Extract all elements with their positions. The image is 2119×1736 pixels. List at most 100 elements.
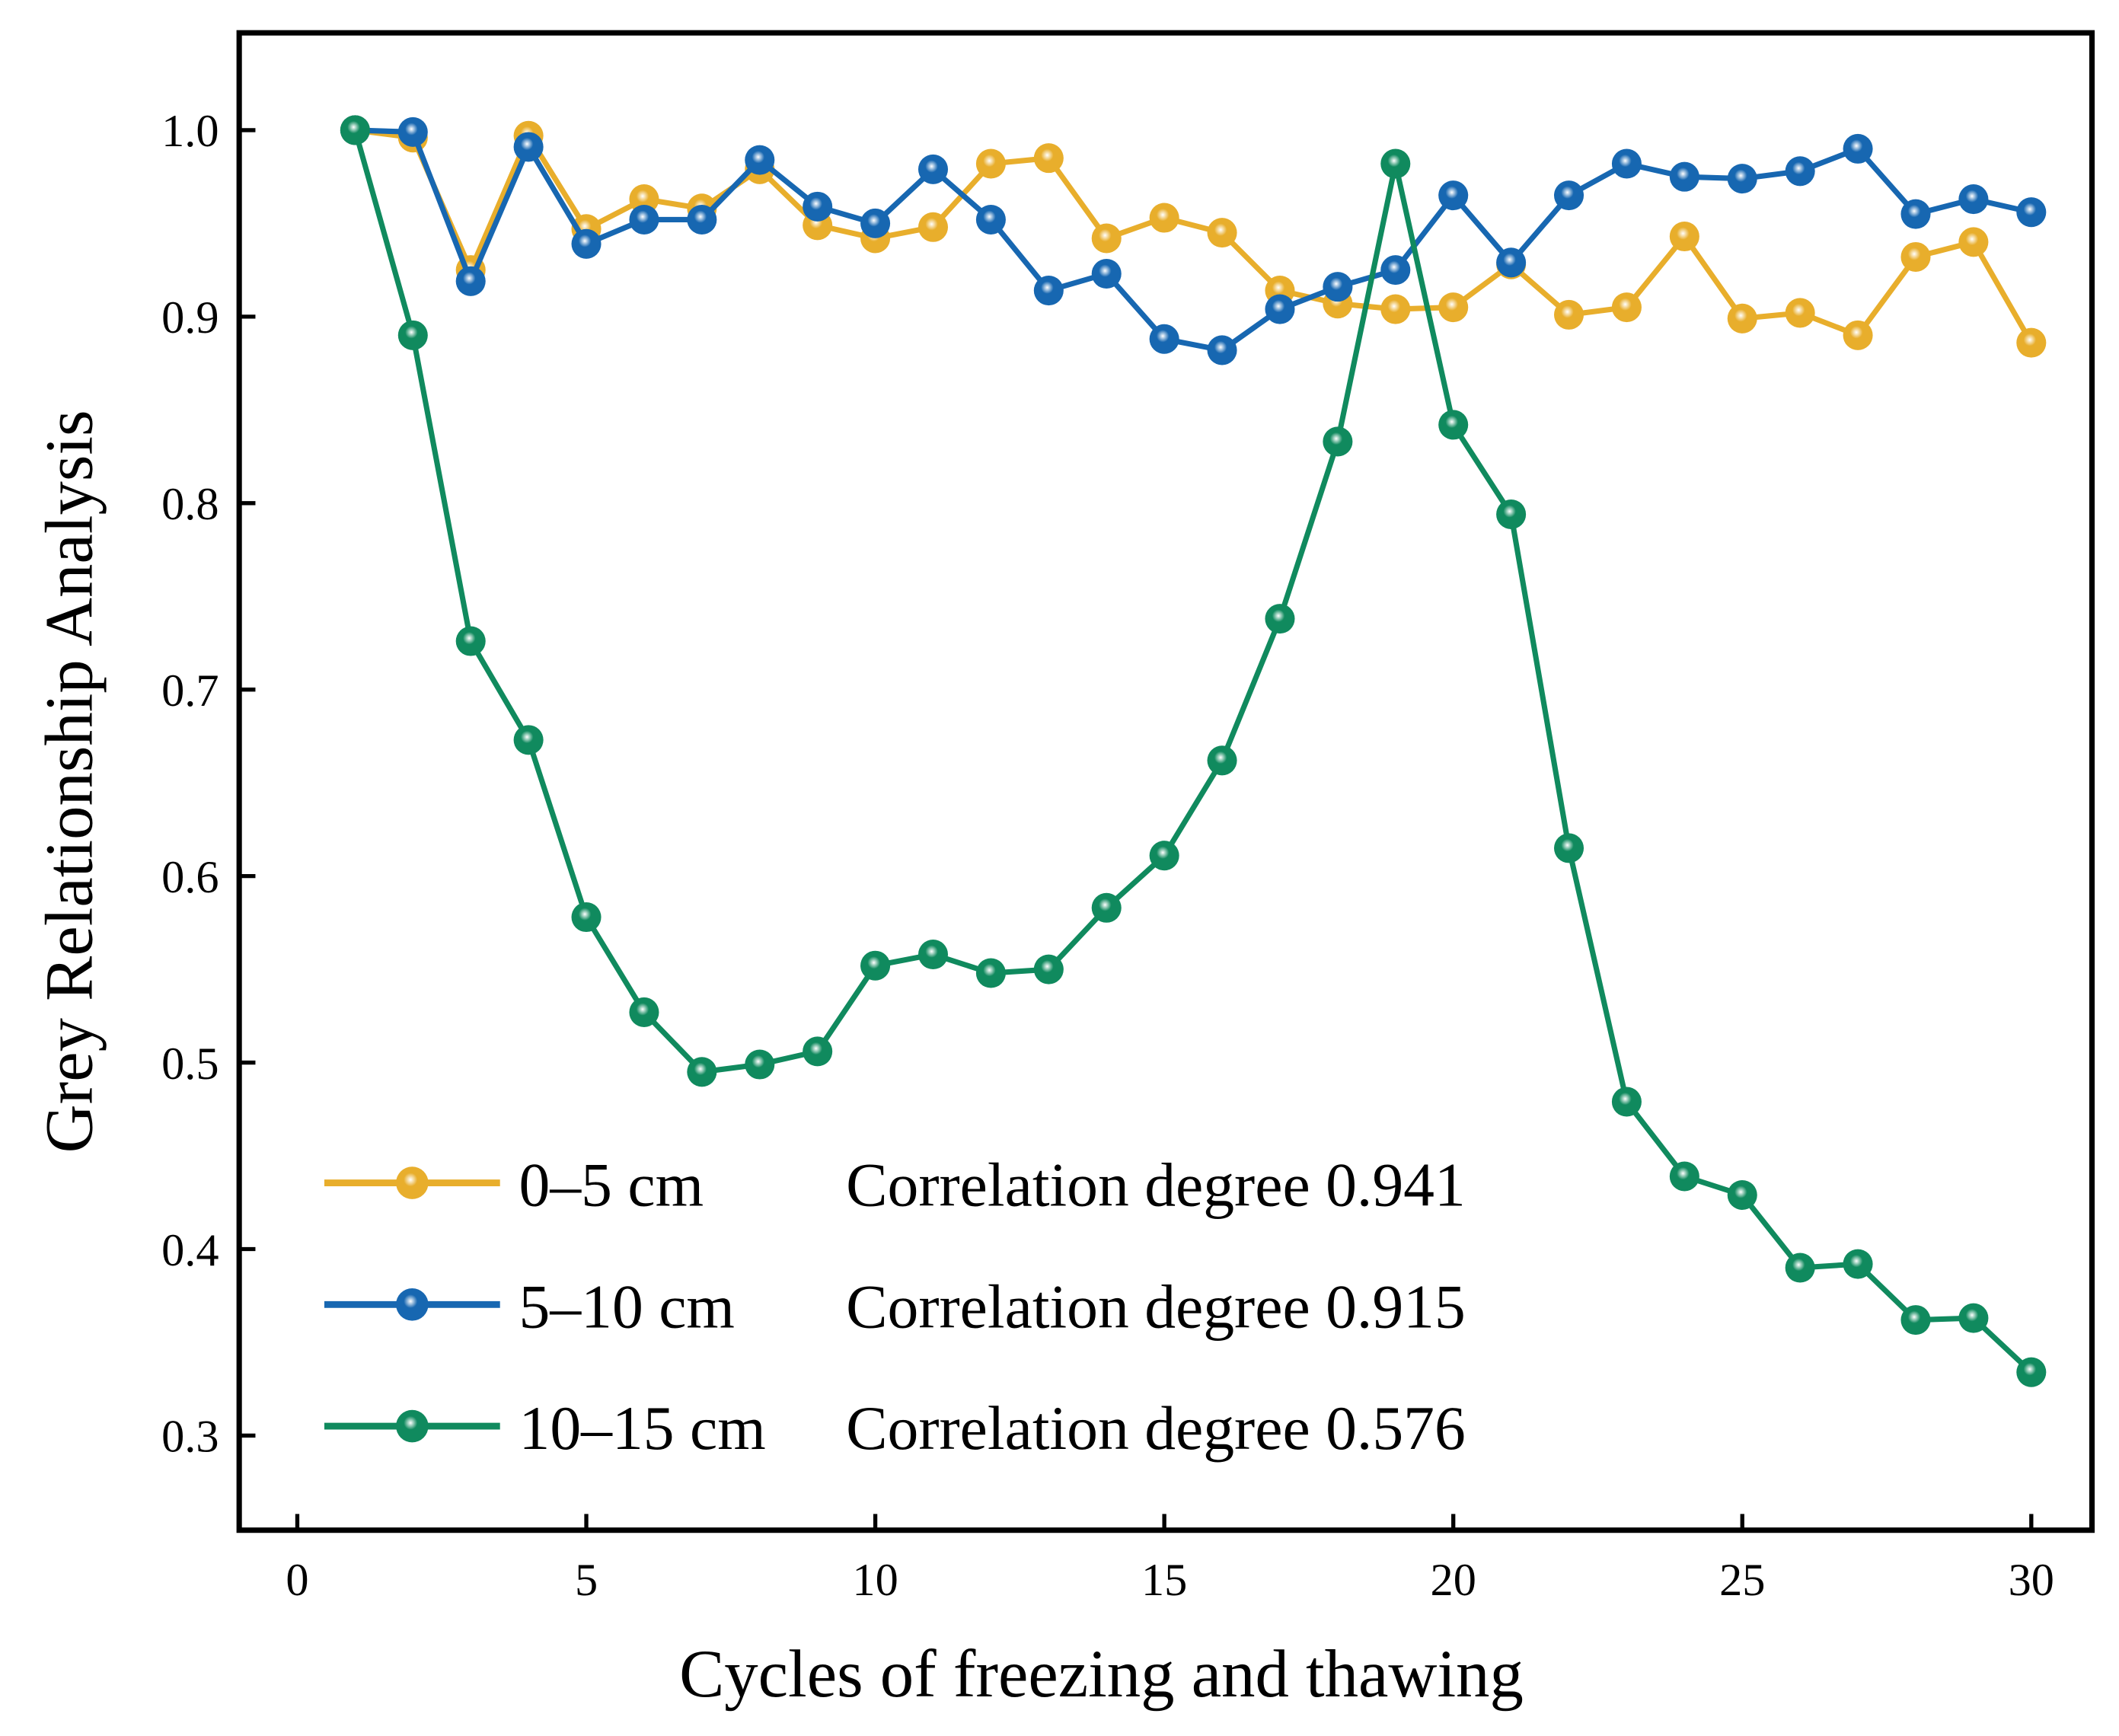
data-point — [1091, 223, 1122, 254]
data-point — [1785, 1253, 1815, 1283]
data-point — [629, 204, 659, 235]
legend-label: 5–10 cm — [519, 1272, 735, 1341]
data-point — [1958, 1303, 1989, 1333]
data-point — [1669, 222, 1699, 252]
data-point — [975, 204, 1006, 235]
data-point — [1785, 298, 1815, 328]
data-point — [397, 116, 428, 147]
x-tick-label: 25 — [1719, 1555, 1765, 1606]
data-point — [1380, 255, 1411, 286]
y-axis-label: Grey Relationship Analysis — [33, 410, 107, 1153]
data-point — [1265, 604, 1295, 634]
series-line-3 — [352, 129, 2034, 1374]
data-point — [1265, 294, 1295, 324]
data-point — [2016, 1357, 2047, 1387]
legend-marker — [396, 1288, 429, 1321]
y-tick-label: 0.4 — [161, 1225, 219, 1276]
data-point — [2016, 327, 2047, 358]
data-point — [1033, 954, 1064, 984]
legend-annotation: Correlation degree 0.576 — [846, 1393, 1466, 1463]
data-point — [1438, 410, 1469, 440]
y-tick-label: 0.7 — [161, 665, 219, 716]
data-point — [1553, 180, 1584, 211]
data-point — [1727, 164, 1757, 194]
data-point — [1380, 148, 1411, 179]
data-point — [975, 958, 1006, 988]
data-point — [513, 132, 544, 162]
legend-label: 0–5 cm — [519, 1150, 704, 1220]
data-point — [1553, 833, 1584, 863]
data-point — [1958, 184, 1989, 215]
data-point — [745, 1049, 775, 1080]
data-point — [1727, 303, 1757, 333]
data-point — [1438, 180, 1469, 211]
data-point — [340, 115, 370, 145]
data-point — [1496, 247, 1527, 278]
data-point — [1323, 426, 1353, 457]
data-point — [1207, 218, 1237, 248]
x-tick-label: 30 — [2009, 1555, 2054, 1606]
data-point — [1033, 143, 1064, 174]
data-point — [1900, 1305, 1931, 1336]
x-tick-label: 5 — [575, 1555, 598, 1606]
legend-label: 10–15 cm — [519, 1393, 766, 1463]
data-point — [1207, 335, 1237, 365]
data-point — [1958, 227, 1989, 257]
data-point — [745, 145, 775, 175]
data-point — [1496, 499, 1527, 530]
y-tick-label: 0.8 — [161, 479, 219, 530]
data-point — [1380, 294, 1411, 324]
data-point — [1553, 299, 1584, 330]
x-tick-label: 10 — [852, 1555, 898, 1606]
data-point — [803, 191, 833, 222]
data-point — [571, 228, 602, 259]
data-point — [1785, 156, 1815, 187]
data-point — [917, 212, 949, 242]
legend-annotation: Correlation degree 0.915 — [846, 1272, 1466, 1341]
data-point — [1033, 276, 1064, 306]
data-point — [1611, 148, 1642, 179]
x-axis-label: Cycles of freezing and thawing — [679, 1637, 1524, 1712]
data-point — [975, 148, 1006, 179]
x-tick-label: 20 — [1431, 1555, 1476, 1606]
data-point — [1900, 241, 1931, 272]
data-point — [397, 320, 428, 350]
data-point — [1207, 745, 1237, 776]
data-point — [1091, 258, 1122, 289]
y-tick-label: 0.5 — [161, 1039, 219, 1090]
data-point — [1669, 161, 1699, 192]
y-tick-label: 1.0 — [161, 106, 219, 157]
data-point — [1149, 203, 1179, 233]
data-point — [803, 1036, 833, 1067]
data-point — [1323, 272, 1353, 302]
data-point — [1611, 1087, 1642, 1117]
data-point — [1091, 892, 1122, 923]
x-tick-label: 0 — [286, 1555, 308, 1606]
data-point — [513, 725, 544, 755]
legend-marker — [396, 1409, 429, 1443]
data-point — [1843, 1249, 1873, 1279]
data-point — [1669, 1161, 1699, 1192]
y-tick-label: 0.9 — [161, 292, 219, 343]
data-point — [629, 997, 659, 1027]
y-tick-label: 0.6 — [161, 852, 219, 903]
legend-annotation: Correlation degree 0.941 — [846, 1150, 1466, 1220]
data-point — [1149, 324, 1179, 354]
data-point — [860, 950, 891, 981]
data-point — [1149, 841, 1179, 871]
x-tick-label: 15 — [1141, 1555, 1187, 1606]
data-point — [687, 1057, 717, 1087]
data-point — [1611, 292, 1642, 323]
y-tick-label: 0.3 — [161, 1412, 219, 1463]
legend-marker — [396, 1166, 429, 1199]
data-point — [860, 208, 891, 238]
data-point — [1727, 1179, 1757, 1211]
data-point — [629, 184, 659, 215]
data-point — [1843, 320, 1873, 350]
data-point — [1843, 133, 1873, 164]
data-point — [2016, 197, 2047, 228]
data-point — [455, 626, 486, 656]
data-point — [917, 154, 949, 184]
